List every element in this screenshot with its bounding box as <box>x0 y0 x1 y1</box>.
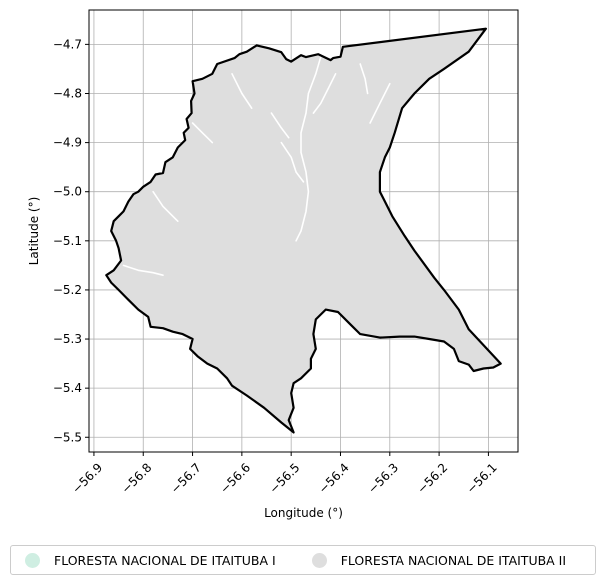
legend-label-itaituba-ii: FLORESTA NACIONAL DE ITAITUBA II <box>340 552 567 568</box>
forest-boundary <box>105 27 502 434</box>
y-tick-label: −5.2 <box>53 283 82 297</box>
y-axis-label: Latitude (°) <box>27 197 41 266</box>
x-axis-label: Longitude (°) <box>264 506 343 520</box>
x-tick-label: −56.1 <box>464 460 500 496</box>
y-tick-label: −5.1 <box>53 234 82 248</box>
y-tick-label: −5.0 <box>53 185 82 199</box>
y-tick-label: −5.5 <box>53 430 82 444</box>
x-tick-label: −56.9 <box>69 460 105 496</box>
legend-item-itaituba-i: FLORESTA NACIONAL DE ITAITUBA I <box>25 552 276 568</box>
river <box>152 190 179 222</box>
river <box>295 55 322 242</box>
x-tick-label: −56.4 <box>316 460 352 496</box>
river <box>280 141 305 183</box>
x-tick-label: −56.8 <box>119 460 155 496</box>
legend-marker-itaituba-i <box>25 552 40 568</box>
x-tick-label: −56.3 <box>365 460 401 496</box>
y-tick-label: −4.8 <box>53 86 82 100</box>
legend-marker-itaituba-ii <box>311 552 327 568</box>
y-tick-label: −4.7 <box>53 37 82 51</box>
y-tick-label: −5.3 <box>53 332 82 346</box>
y-tick-label: −4.9 <box>53 136 82 150</box>
legend-label-itaituba-i: FLORESTA NACIONAL DE ITAITUBA I <box>54 552 276 568</box>
legend: FLORESTA NACIONAL DE ITAITUBA I FLORESTA… <box>10 545 596 575</box>
river <box>231 73 253 109</box>
x-tick-label: −56.7 <box>168 460 204 496</box>
x-tick-label: −56.6 <box>217 460 253 496</box>
axes-frame <box>88 9 519 453</box>
river <box>369 82 391 124</box>
legend-item-itaituba-ii: FLORESTA NACIONAL DE ITAITUBA II <box>311 552 567 568</box>
river <box>122 264 164 276</box>
y-tick-label: −5.4 <box>53 381 82 395</box>
river <box>191 122 214 144</box>
x-tick-label: −56.5 <box>267 460 303 496</box>
river <box>312 73 337 114</box>
map-layer <box>105 27 502 434</box>
forest-area <box>106 28 501 433</box>
river <box>359 63 369 95</box>
river <box>270 112 290 139</box>
map-plot: −56.9 −56.8 −56.7 −56.6 −56.5 −56.4 −56.3 −56.2… <box>27 9 519 520</box>
x-tick-label: −56.2 <box>415 460 451 496</box>
